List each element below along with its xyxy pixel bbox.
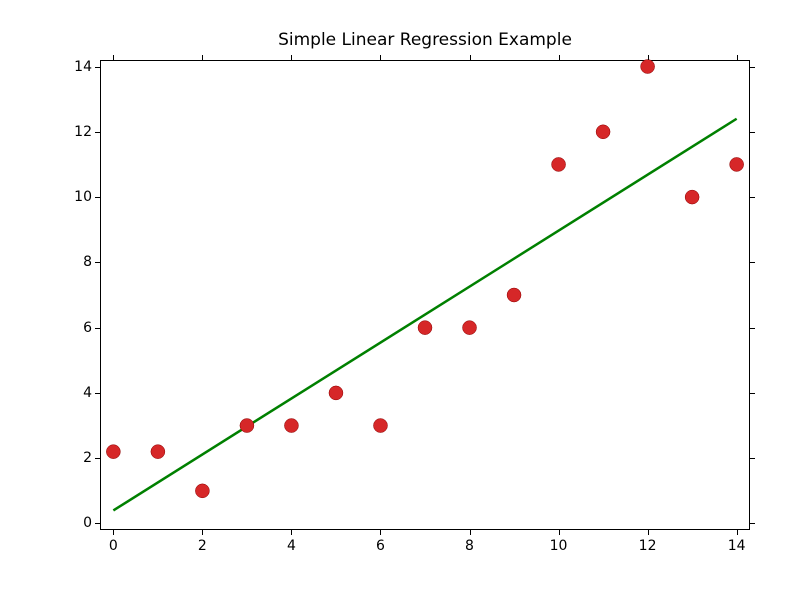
x-tick-label: 4	[287, 538, 296, 554]
y-tick-mark	[95, 458, 100, 459]
x-tick-mark	[202, 55, 203, 60]
x-tick-mark	[648, 530, 649, 535]
y-tick-label: 14	[70, 59, 92, 75]
scatter-point	[329, 386, 343, 400]
y-tick-label: 2	[70, 450, 92, 466]
scatter-point	[284, 419, 298, 433]
x-tick-label: 12	[639, 538, 657, 554]
scatter-point	[463, 321, 477, 335]
regression-line	[113, 119, 736, 511]
y-tick-mark	[750, 328, 755, 329]
y-tick-label: 10	[70, 189, 92, 205]
x-tick-label: 2	[198, 538, 207, 554]
scatter-point	[151, 445, 165, 459]
x-tick-mark	[737, 55, 738, 60]
y-tick-mark	[95, 523, 100, 524]
y-tick-mark	[95, 132, 100, 133]
y-tick-mark	[750, 458, 755, 459]
chart-container: 02468101214 02468101214	[100, 60, 750, 530]
x-tick-label: 14	[728, 538, 746, 554]
scatter-point	[507, 288, 521, 302]
x-tick-mark	[380, 55, 381, 60]
scatter-point	[418, 321, 432, 335]
x-tick-mark	[291, 530, 292, 535]
scatter-point	[730, 157, 744, 171]
x-tick-mark	[380, 530, 381, 535]
x-tick-mark	[470, 530, 471, 535]
scatter-point	[240, 419, 254, 433]
x-tick-label: 10	[550, 538, 568, 554]
x-tick-mark	[737, 530, 738, 535]
y-tick-label: 12	[70, 124, 92, 140]
y-tick-mark	[95, 197, 100, 198]
chart-title: Simple Linear Regression Example	[100, 30, 750, 50]
y-tick-mark	[750, 393, 755, 394]
y-tick-mark	[750, 262, 755, 263]
y-tick-label: 0	[70, 515, 92, 531]
y-tick-mark	[95, 328, 100, 329]
scatter-point	[685, 190, 699, 204]
scatter-point	[373, 419, 387, 433]
x-tick-mark	[113, 530, 114, 535]
y-tick-mark	[750, 67, 755, 68]
y-tick-mark	[750, 523, 755, 524]
y-tick-label: 4	[70, 385, 92, 401]
y-tick-mark	[95, 67, 100, 68]
y-tick-mark	[95, 262, 100, 263]
x-tick-mark	[648, 55, 649, 60]
scatter-point	[106, 445, 120, 459]
y-tick-mark	[95, 393, 100, 394]
scatter-point	[641, 60, 655, 74]
x-tick-mark	[113, 55, 114, 60]
y-tick-mark	[750, 197, 755, 198]
x-tick-mark	[291, 55, 292, 60]
x-tick-mark	[202, 530, 203, 535]
scatter-point	[596, 125, 610, 139]
scatter-point	[552, 157, 566, 171]
x-tick-label: 8	[465, 538, 474, 554]
scatter-point	[195, 484, 209, 498]
x-tick-label: 0	[109, 538, 118, 554]
y-tick-label: 8	[70, 254, 92, 270]
y-tick-label: 6	[70, 320, 92, 336]
x-tick-mark	[559, 55, 560, 60]
plot-svg	[100, 60, 750, 530]
x-tick-label: 6	[376, 538, 385, 554]
y-tick-mark	[750, 132, 755, 133]
x-tick-mark	[470, 55, 471, 60]
x-tick-mark	[559, 530, 560, 535]
